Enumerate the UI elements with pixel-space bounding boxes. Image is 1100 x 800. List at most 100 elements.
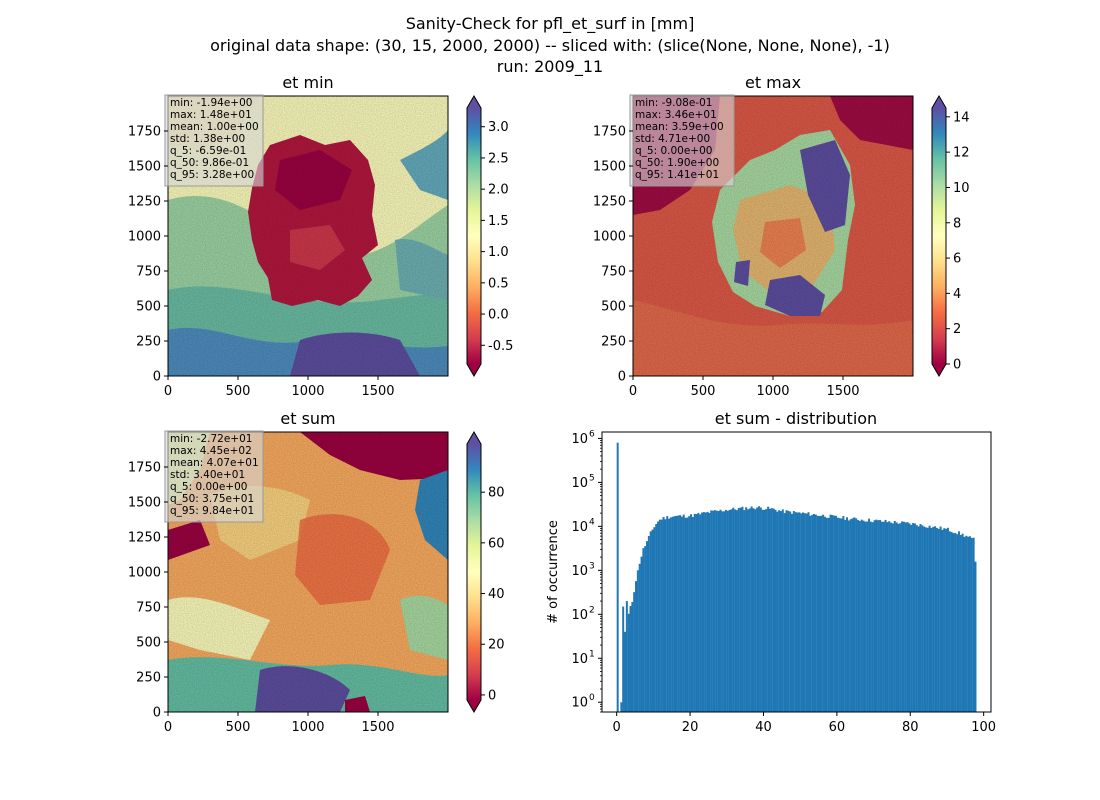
histogram-bar	[704, 512, 707, 712]
histogram-bar	[853, 517, 856, 712]
histogram-bar	[679, 515, 682, 712]
histogram-bar	[893, 520, 896, 712]
histogram-bar	[860, 519, 863, 712]
colorbar-tick-label: 10	[953, 181, 970, 196]
stats-line: mean: 3.59e+00	[635, 121, 724, 133]
colorbar-tick-label: 20	[488, 638, 505, 653]
histogram-bar	[620, 702, 623, 712]
colorbar-tick-label: 3.0	[488, 120, 509, 135]
histogram-bar	[682, 514, 685, 712]
colorbar-tick-label: 80	[488, 486, 505, 501]
histogram-bar	[833, 515, 836, 712]
stats-line: max: 3.46e+01	[635, 109, 717, 121]
histogram-bar	[864, 521, 867, 712]
histogram-bar	[814, 514, 817, 712]
stats-line: min: -1.94e+00	[170, 97, 252, 109]
histogram-bar	[858, 520, 861, 712]
panel-title-et-min: et min	[282, 73, 333, 92]
histogram-bar	[809, 515, 812, 712]
y-tick-label: 0	[153, 706, 161, 721]
stats-line: mean: 4.07e+01	[170, 457, 259, 469]
histogram-bar	[941, 529, 944, 712]
histogram-bar	[842, 516, 845, 712]
histogram-bar	[732, 507, 735, 712]
y-tick-label: 750	[601, 265, 626, 280]
histogram-bar	[904, 522, 907, 712]
x-tick-label: 0	[613, 720, 621, 735]
histogram-bar	[877, 520, 880, 712]
histogram-bar	[926, 527, 929, 712]
histogram-bar	[934, 526, 937, 712]
y-tick-label: 1250	[593, 195, 626, 210]
histogram-bar	[636, 570, 639, 712]
histogram-bar	[642, 548, 645, 712]
histogram-bar	[748, 508, 751, 712]
panel-title-et-sum: et sum	[280, 409, 335, 428]
heatmap-et-max: et max min: -9.08e-01 max: 3.46e+01 mean…	[593, 73, 970, 399]
histogram-bar	[890, 522, 893, 712]
histogram-bar	[827, 517, 830, 712]
colorbar-et-max: 0 2 4 6 8 10 12 14	[931, 95, 970, 377]
histogram-bar	[765, 509, 768, 712]
y-tick-label: 500	[601, 300, 626, 315]
histogram-bar	[943, 528, 946, 712]
stats-line: max: 1.48e+01	[170, 109, 252, 121]
histogram-bar	[924, 527, 927, 712]
stats-line: q_95: 9.84e+01	[170, 505, 254, 517]
histogram-bar	[866, 521, 869, 712]
colorbar-tick-label: 12	[953, 146, 970, 161]
histogram-bar	[684, 517, 687, 712]
histogram-bar	[699, 514, 702, 712]
histogram-bar	[686, 517, 689, 712]
heatmap-et-min: et min min: -1.94e+00 max: 1.48e+01 mean…	[128, 73, 513, 399]
y-tick-label: 10	[571, 696, 588, 711]
histogram-bar	[912, 523, 915, 712]
histogram-bar	[688, 516, 691, 712]
x-tick-label: 60	[829, 720, 846, 735]
stats-line: std: 1.38e+00	[170, 133, 245, 145]
colorbar-tick-label: 6	[953, 252, 961, 267]
histogram-bar	[855, 518, 858, 712]
y-tick-exponent: 2	[589, 605, 595, 615]
colorbar-tick-label: 1.0	[488, 245, 509, 260]
y-tick-label: 10	[571, 432, 588, 447]
colorbar-tick-label: 8	[953, 216, 961, 231]
y-tick-label: 0	[618, 370, 626, 385]
histogram-bar	[695, 514, 698, 712]
histogram-bars	[616, 442, 977, 712]
histogram-bar	[805, 513, 808, 712]
x-tick-label: 500	[691, 384, 716, 399]
histogram-bar	[928, 525, 931, 712]
histogram-bar	[974, 561, 977, 712]
x-tick-label: 1000	[291, 720, 324, 735]
histogram-bar	[649, 531, 652, 712]
histogram-bar	[946, 527, 949, 712]
histogram-bar	[690, 514, 693, 712]
histogram-bar	[706, 511, 709, 712]
y-tick-label: 750	[136, 265, 161, 280]
histogram-bar	[899, 523, 902, 712]
heatmap-image-et-sum	[168, 432, 448, 712]
histogram-bar	[824, 516, 827, 712]
y-tick-label: 1500	[128, 160, 161, 175]
histogram-bar	[754, 509, 757, 712]
histogram-bar	[932, 526, 935, 712]
panel-title-distribution: et sum - distribution	[715, 409, 877, 428]
histogram-bar	[741, 506, 744, 712]
stats-line: q_5: 0.00e+00	[635, 145, 712, 157]
stats-line: mean: 1.00e+00	[170, 121, 259, 133]
histogram-bar	[802, 512, 804, 712]
histogram-bar	[945, 528, 948, 712]
x-tick-label: 1500	[361, 720, 394, 735]
histogram-bar	[836, 517, 839, 712]
stats-line: q_50: 9.86e-01	[170, 157, 249, 169]
histogram-bar	[950, 531, 953, 712]
histogram-bar	[783, 513, 786, 712]
y-tick-exponent: 3	[589, 561, 595, 571]
y-tick-label: 0	[153, 370, 161, 385]
histogram-bar	[857, 520, 860, 712]
histogram-bar	[651, 529, 654, 712]
histogram-bar	[715, 510, 718, 712]
histogram-bar	[789, 511, 792, 712]
